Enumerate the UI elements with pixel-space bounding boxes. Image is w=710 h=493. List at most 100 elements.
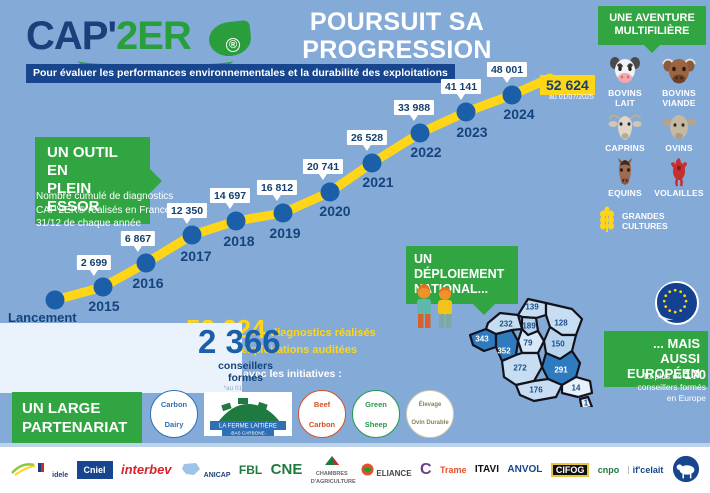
map-value-paca: 14	[571, 383, 581, 393]
year-label-2019: 2019	[269, 225, 301, 241]
map-value-nouvelle-aquitaine: 272	[513, 363, 527, 373]
species-flag-line2: MULTIFILIÈRE	[614, 25, 690, 37]
beef-cow-icon	[662, 57, 696, 87]
europe-flag: ... MAIS AUSSI EUROPÉEN	[604, 331, 708, 387]
counter-panel	[0, 323, 242, 393]
footer-logo-anvol[interactable]: ANVOL	[507, 465, 542, 475]
value-label-2015: 2 699	[76, 255, 112, 276]
map-value-corse: 1	[583, 398, 589, 408]
footer-logo-eliance[interactable]: ELIANCE	[361, 462, 412, 478]
advisors-label-line1: conseillers	[218, 360, 273, 372]
sheep-icon	[662, 112, 696, 142]
value-label-2018: 14 697	[209, 188, 251, 209]
footer-logo-label: CHAMBRES D'AGRICULTURE	[310, 470, 356, 485]
species-label: CAPRINS	[605, 143, 645, 153]
data-point-2022	[410, 123, 430, 143]
species-item-ovins: OVINS	[652, 112, 706, 153]
data-point-2017	[182, 225, 202, 245]
footer-logo-cooperation-agricole[interactable]: C	[420, 462, 432, 478]
value-label-2016: 6 867	[120, 231, 156, 252]
map-value-centre-val-de-loire: 79	[523, 338, 533, 348]
species-item-equins: EQUINS	[598, 157, 652, 198]
europe-advisors-text: Et plus de 170 conseillers formés en Eur…	[604, 367, 707, 404]
deployment-flag-line2: NATIONAL...	[414, 282, 489, 296]
map-value-grand-est: 128	[554, 318, 568, 328]
initiative-logo-elevage-ovin-durable[interactable]: Élevage Ovin Durable	[406, 390, 454, 438]
advisors-counter-label: conseillers formés	[198, 360, 293, 384]
europe-flag-icon	[655, 281, 699, 325]
tagline: Pour évaluer les performances environnem…	[26, 64, 455, 83]
data-point-2021	[362, 153, 382, 173]
farms-audited-text: 33 713 exploitations auditées	[204, 344, 357, 356]
initiative-logo-beef-carbon[interactable]: Beef Carbon	[298, 390, 346, 438]
data-point-2016	[136, 253, 156, 273]
footer-logo-trame[interactable]: Trame	[439, 465, 467, 475]
footer-logo-chambres-agriculture[interactable]: CHAMBRES D'AGRICULTURE	[310, 455, 356, 486]
map-value-normandie: 232	[499, 319, 513, 329]
map-value-bourgogne-franche-comte: 150	[551, 339, 565, 349]
partnership-flag-line1: UN LARGE	[22, 400, 101, 417]
initiative-logo-carbon-dairy[interactable]: Carbon Dairy	[150, 390, 198, 438]
launch-label-line1: Lancement	[8, 310, 77, 325]
footer-logo-interprofession-oeufs[interactable]: if'celait	[627, 466, 663, 475]
goat-icon	[608, 112, 642, 142]
footer-logo-label: idele	[52, 471, 69, 479]
footer-logo-cnpo[interactable]: cnpo	[598, 466, 620, 475]
footer-logo-label: CNE	[270, 461, 303, 478]
outil-flag-line2: PLEIN ESSOR	[47, 180, 100, 215]
map-value-ile-de-france: 189	[522, 321, 536, 331]
footer-logo-sheep-institute[interactable]	[672, 455, 700, 486]
year-label-2018: 2018	[223, 233, 255, 249]
svg-text:-BAS CARBONE-: -BAS CARBONE-	[230, 431, 267, 436]
footer-logo-label: Trame	[439, 465, 467, 475]
data-point-2019	[273, 203, 293, 223]
value-label-2019: 16 812	[256, 180, 298, 201]
footer-logo-anicap[interactable]: ANICAP	[180, 461, 231, 480]
footer-logo-interbev[interactable]: interbev	[121, 463, 172, 476]
map-value-pays-de-la-loire: 352	[497, 346, 511, 356]
poultry-icon	[662, 157, 696, 187]
footer-logo-cniel[interactable]: Cniel	[76, 461, 113, 479]
footer-logo-idele[interactable]: idele	[10, 461, 68, 480]
advisors-counter-value: 2 366	[198, 323, 281, 360]
species-label: GRANDES CULTURES	[622, 211, 668, 231]
species-panel: UNE AVENTURE MULTIFILIÈRE BOVINS LAIT	[598, 6, 706, 236]
horse-icon	[608, 157, 642, 187]
map-value-auvergne-rhone-alpes: 291	[554, 365, 568, 375]
initiative-line2: Dairy	[164, 419, 184, 429]
region-normandie	[484, 311, 524, 336]
species-label: OVINS	[665, 143, 693, 153]
species-item-grandes-cultures: GRANDES CULTURES	[598, 206, 706, 236]
page-title: POURSUIT SA PROGRESSION	[302, 8, 492, 64]
year-label-2020: 2020	[319, 203, 351, 219]
species-label: VOLAILLES	[654, 188, 704, 198]
value-label-2020: 20 741	[302, 159, 344, 180]
species-label: BOVINS VIANDE	[662, 88, 696, 108]
footer-logo-label: Cniel	[83, 465, 106, 475]
data-point-2024	[502, 85, 522, 105]
initiative-line2: Ovin Durable	[411, 420, 449, 426]
europe-number: 170	[684, 367, 706, 382]
initiative-logo-green-sheep[interactable]: Green Sheep	[352, 390, 400, 438]
species-label: BOVINS LAIT	[608, 88, 642, 108]
advisors-label-line2: formés	[227, 372, 263, 384]
data-point-2020	[320, 182, 340, 202]
species-item-bovins-viande: BOVINS VIANDE	[652, 57, 706, 108]
footer-logo-itavi[interactable]: ITAVI	[475, 465, 499, 475]
data-point-2023	[456, 102, 476, 122]
initiative-line1: Carbon	[160, 399, 188, 409]
partnership-flag: UN LARGE PARTENARIAT	[12, 392, 142, 445]
footer-logo-label: FBL	[238, 463, 263, 477]
final-value-note: au 01/07/2025	[549, 94, 594, 101]
initiative-logo-ferme-laitiere[interactable]: LA FERME LAITIÈRE -BAS CARBONE-	[204, 392, 292, 436]
species-item-caprins: CAPRINS	[598, 112, 652, 153]
footer-logo-fbl[interactable]: FBL	[238, 463, 263, 477]
footer-logo-cne[interactable]: CNE	[271, 462, 303, 477]
footer-divider	[0, 443, 710, 447]
footer-logo-cifog[interactable]: CIFOG	[550, 463, 590, 477]
species-grid: BOVINS LAIT BOVINS VIANDE	[598, 57, 706, 236]
diagnostics-text: diagnostics réalisés	[270, 327, 376, 339]
svg-text:LA FERME LAITIÈRE: LA FERME LAITIÈRE	[219, 423, 277, 430]
value-label-2021: 26 528	[346, 130, 388, 151]
data-point-2014	[45, 290, 65, 310]
